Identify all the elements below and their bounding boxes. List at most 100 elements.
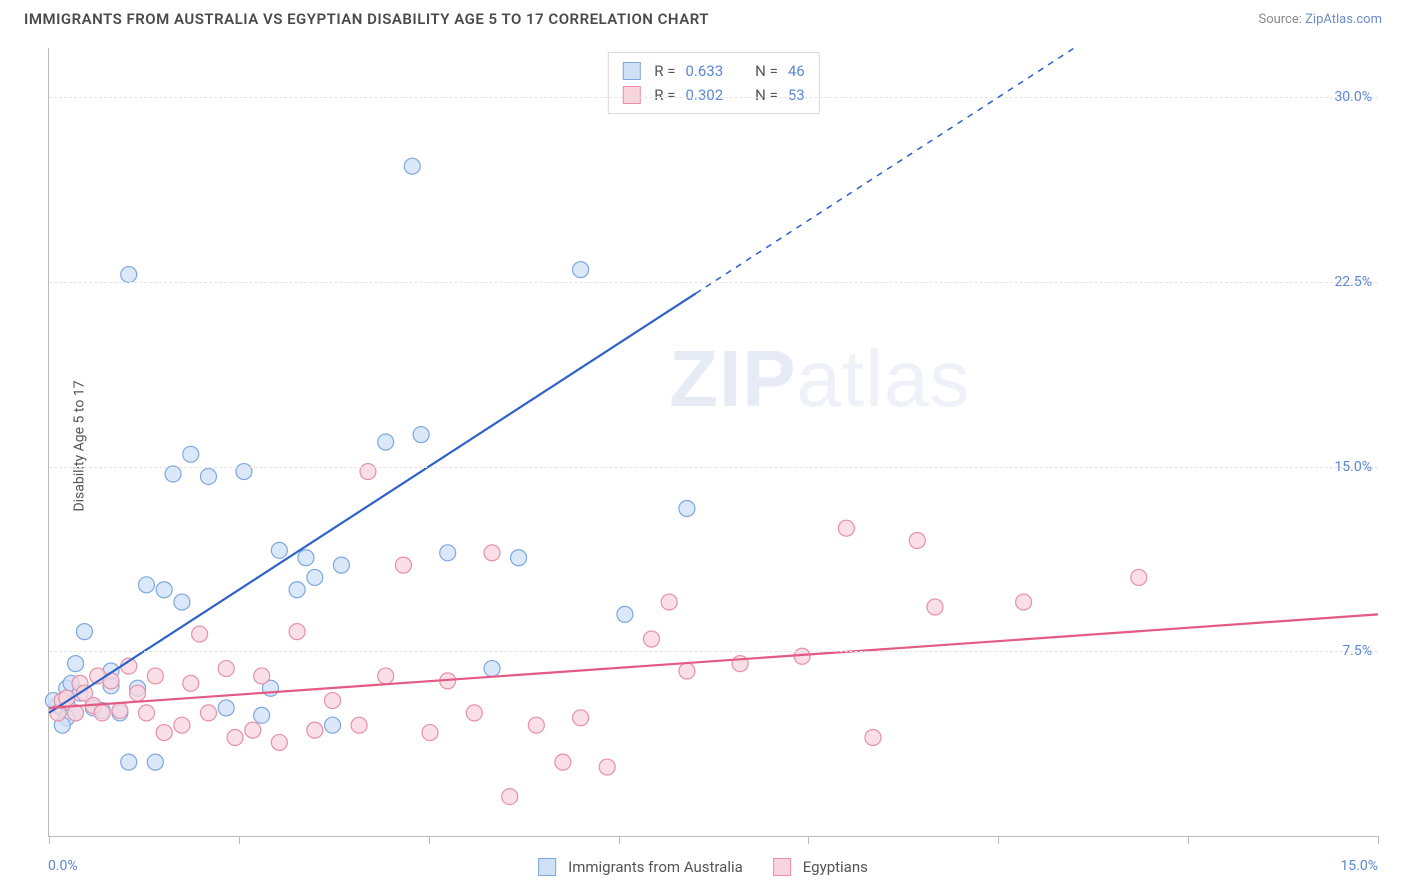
- data-point: [351, 717, 367, 733]
- data-point: [838, 520, 854, 536]
- data-point: [679, 500, 695, 516]
- stats-row-a: R = 0.633 N = 46: [622, 59, 804, 83]
- y-tick-label: 15.0%: [1334, 459, 1372, 475]
- data-point: [289, 582, 305, 598]
- source-attribution: Source: ZipAtlas.com: [1258, 12, 1382, 27]
- data-point: [112, 702, 128, 718]
- stats-b-n: 53: [788, 83, 805, 107]
- data-point: [307, 569, 323, 585]
- data-point: [254, 668, 270, 684]
- data-point: [307, 722, 323, 738]
- data-point: [147, 668, 163, 684]
- data-point: [325, 693, 341, 709]
- x-tick: [1378, 836, 1379, 844]
- x-tick: [808, 836, 809, 844]
- data-point: [227, 730, 243, 746]
- legend-swatch-b: [773, 858, 791, 876]
- y-tick-label: 7.5%: [1342, 643, 1372, 659]
- data-point: [599, 759, 615, 775]
- data-point: [422, 725, 438, 741]
- data-point: [289, 624, 305, 640]
- legend-label-a: Immigrants from Australia: [568, 858, 743, 876]
- stats-row-b: R = 0.302 N = 53: [622, 83, 804, 107]
- swatch-b: [622, 86, 640, 104]
- data-point: [271, 542, 287, 558]
- data-point: [165, 466, 181, 482]
- data-point: [865, 730, 881, 746]
- legend-item-b: Egyptians: [773, 858, 868, 876]
- data-point: [413, 427, 429, 443]
- stats-b-r: 0.302: [685, 83, 723, 107]
- stats-b-n-label: N =: [755, 83, 778, 107]
- trend-line: [49, 293, 696, 712]
- data-point: [130, 685, 146, 701]
- gridline-h: [49, 282, 1378, 283]
- data-point: [679, 663, 695, 679]
- data-point: [909, 533, 925, 549]
- y-tick-label: 30.0%: [1334, 89, 1372, 105]
- legend-label-b: Egyptians: [803, 858, 868, 876]
- data-point: [484, 545, 500, 561]
- data-point: [245, 722, 261, 738]
- data-point: [218, 700, 234, 716]
- data-point: [404, 158, 420, 174]
- stats-a-n: 46: [788, 59, 805, 83]
- stats-a-r-label: R =: [654, 59, 675, 83]
- data-point: [76, 624, 92, 640]
- stats-a-n-label: N =: [755, 59, 778, 83]
- data-point: [378, 668, 394, 684]
- stats-b-r-label: R =: [654, 83, 675, 107]
- plot-area: ZIPatlas R = 0.633 N = 46 R = 0.302 N = …: [48, 48, 1378, 837]
- data-point: [502, 789, 518, 805]
- data-point: [121, 267, 137, 283]
- data-point: [183, 675, 199, 691]
- legend-item-a: Immigrants from Australia: [538, 858, 743, 876]
- data-point: [121, 754, 137, 770]
- data-point: [174, 594, 190, 610]
- trend-line: [49, 614, 1378, 708]
- data-point: [271, 734, 287, 750]
- legend-swatch-a: [538, 858, 556, 876]
- data-point: [661, 594, 677, 610]
- data-point: [298, 550, 314, 566]
- x-tick: [239, 836, 240, 844]
- data-point: [94, 705, 110, 721]
- correlation-stats-box: R = 0.633 N = 46 R = 0.302 N = 53: [607, 52, 819, 114]
- data-point: [333, 557, 349, 573]
- stats-a-r: 0.633: [685, 59, 723, 83]
- x-tick: [429, 836, 430, 844]
- source-link[interactable]: ZipAtlas.com: [1305, 12, 1382, 27]
- data-point: [378, 434, 394, 450]
- data-point: [200, 705, 216, 721]
- data-point: [156, 582, 172, 598]
- data-point: [573, 710, 589, 726]
- data-point: [68, 656, 84, 672]
- x-axis-min-label: 0.0%: [48, 858, 78, 874]
- data-point: [1131, 569, 1147, 585]
- data-point: [254, 707, 270, 723]
- gridline-h: [49, 467, 1378, 468]
- x-tick: [49, 836, 50, 844]
- data-point: [138, 577, 154, 593]
- data-point: [138, 705, 154, 721]
- data-point: [440, 545, 456, 561]
- data-point: [528, 717, 544, 733]
- data-point: [174, 717, 190, 733]
- data-point: [617, 606, 633, 622]
- data-point: [192, 626, 208, 642]
- source-prefix: Source:: [1258, 12, 1305, 27]
- x-tick: [998, 836, 999, 844]
- data-point: [555, 754, 571, 770]
- swatch-a: [622, 62, 640, 80]
- chart-area: ZIPatlas R = 0.633 N = 46 R = 0.302 N = …: [48, 48, 1378, 837]
- chart-title: IMMIGRANTS FROM AUSTRALIA VS EGYPTIAN DI…: [24, 10, 709, 28]
- data-point: [1016, 594, 1032, 610]
- data-point: [643, 631, 659, 647]
- data-point: [156, 725, 172, 741]
- data-point: [218, 661, 234, 677]
- data-point: [484, 661, 500, 677]
- data-point: [325, 717, 341, 733]
- data-point: [183, 446, 199, 462]
- data-point: [395, 557, 411, 573]
- x-tick: [619, 836, 620, 844]
